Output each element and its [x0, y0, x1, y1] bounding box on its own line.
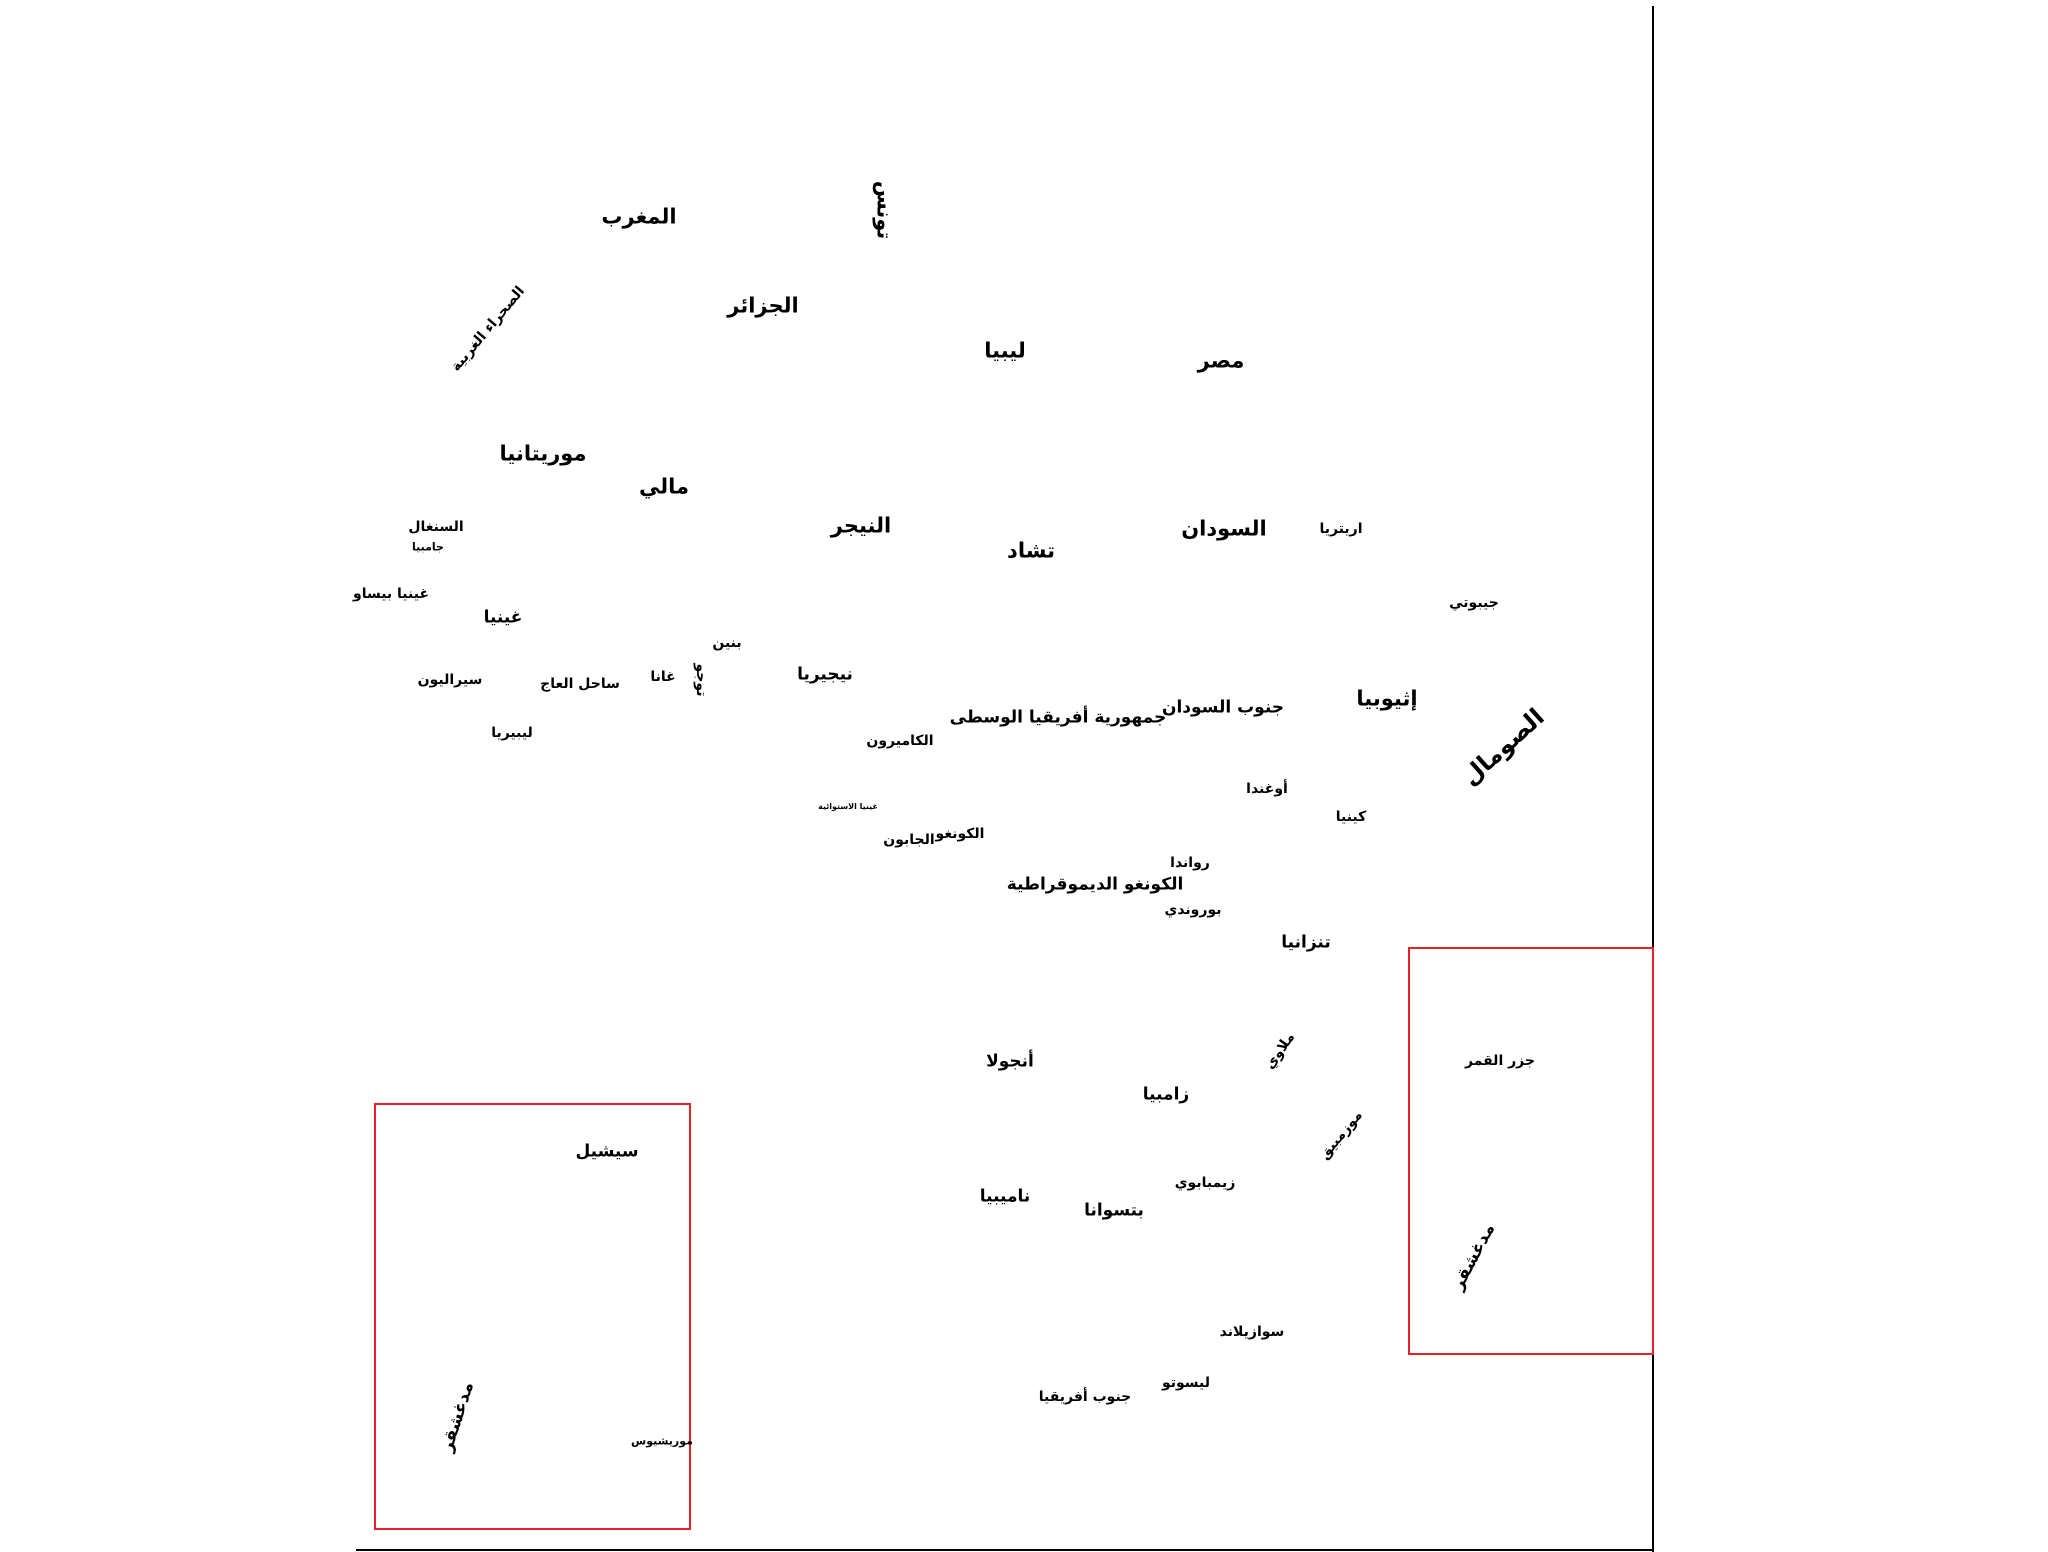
label-nigeria: نيجيريا — [797, 664, 853, 685]
label-chad: تشاد — [1007, 538, 1055, 563]
label-zambia: زامبيا — [1142, 1084, 1190, 1105]
label-somalia: الصومال — [1456, 702, 1550, 792]
label-mozambique: موزمبيق — [1316, 1107, 1366, 1163]
label-namibia: ناميبيا — [979, 1186, 1031, 1207]
label-benin: بنين — [712, 635, 742, 651]
label-seychelles: سيشيل — [575, 1141, 639, 1162]
label-swaziland: سوازيلاند — [1219, 1324, 1285, 1340]
label-central-african-republic: جمهورية أفريقيا الوسطى — [949, 707, 1167, 728]
label-djibouti: جيبوتي — [1449, 595, 1499, 611]
label-mauritius: موريشيوس — [631, 1434, 693, 1448]
label-equatorial-guinea: غينيا الاستوائية — [818, 802, 878, 811]
label-guinea: غينيا — [483, 607, 523, 628]
label-tunisia: تونس — [872, 180, 897, 240]
label-angola: أنجولا — [986, 1051, 1034, 1072]
label-guinea-bissau: غينيا بيساو — [352, 586, 430, 602]
inset-box-right — [1408, 947, 1654, 1355]
map-frame-right-border — [1652, 6, 1654, 1552]
label-senegal: السنغال — [408, 519, 464, 535]
label-ivory-coast: ساحل العاج — [540, 676, 620, 692]
label-gabon: الجابون — [883, 832, 935, 848]
label-sudan: السودان — [1181, 516, 1267, 541]
label-morocco: المغرب — [601, 204, 677, 229]
label-dr-congo: الكونغو الديموقراطية — [1006, 874, 1184, 895]
label-uganda: أوغندا — [1246, 781, 1288, 797]
label-south-sudan: جنوب السودان — [1161, 697, 1285, 718]
inset-box-left — [374, 1103, 691, 1530]
label-zimbabwe: زيمبابوي — [1174, 1175, 1236, 1191]
label-libya: ليبيا — [984, 338, 1026, 363]
label-algeria: الجزائر — [727, 293, 799, 318]
label-kenya: كينيا — [1335, 809, 1367, 825]
map-frame-bottom-border — [356, 1549, 1654, 1551]
label-congo: الكونغو — [935, 826, 985, 842]
label-cameroon: الكاميرون — [866, 733, 934, 749]
label-botswana: بتسوانا — [1084, 1200, 1144, 1221]
label-burundi: بوروندي — [1164, 902, 1222, 918]
label-togo: توجو — [693, 663, 709, 697]
label-malawi: ملاوي — [1261, 1029, 1299, 1073]
label-tanzania: تنزانيا — [1281, 932, 1331, 953]
label-mali: مالي — [638, 474, 690, 499]
label-eritrea: اريتريا — [1319, 521, 1363, 537]
label-lesotho: ليسوتو — [1161, 1375, 1211, 1391]
label-sierra-leone: سيراليون — [417, 672, 483, 688]
label-mauritania: موريتانيا — [499, 441, 587, 466]
label-gambia: جامبيا — [412, 540, 444, 554]
label-rwanda: رواندا — [1170, 855, 1210, 871]
label-ethiopia: إثيوبيا — [1356, 686, 1418, 711]
label-egypt: مصر — [1197, 348, 1245, 373]
label-western-sahara: الصحراء الغربية — [447, 283, 529, 375]
label-comoros: جزر القمر — [1465, 1053, 1535, 1069]
label-south-africa: جنوب أفريقيا — [1038, 1389, 1132, 1405]
label-ghana: غانا — [650, 669, 676, 685]
label-niger: النيجر — [830, 513, 892, 538]
label-liberia: ليبيريا — [491, 725, 533, 741]
